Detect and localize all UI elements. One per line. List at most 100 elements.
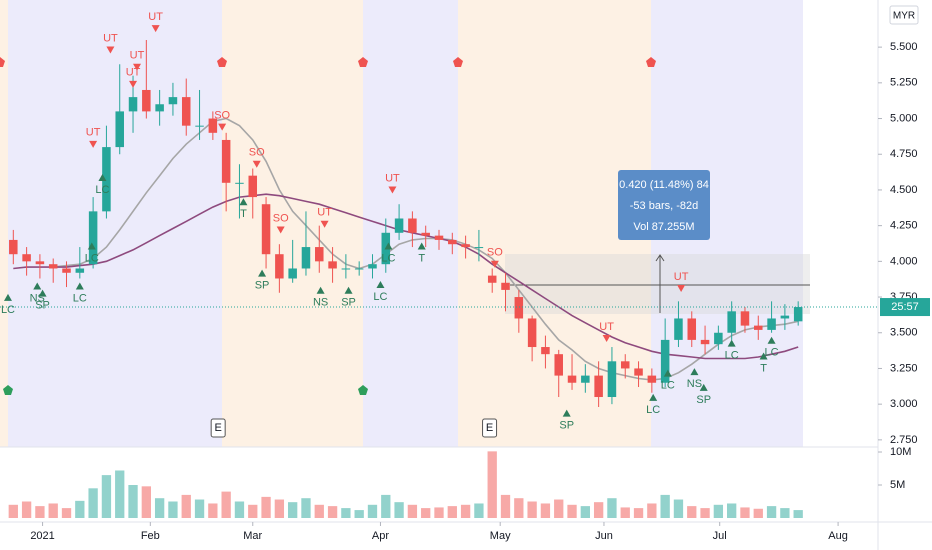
signal-triangle xyxy=(98,173,107,181)
candle-body xyxy=(700,339,710,345)
volume-bar xyxy=(633,508,644,518)
signal-triangle xyxy=(699,383,708,391)
y-tick-label: 3.000 xyxy=(890,398,918,410)
event-box xyxy=(210,418,226,438)
pentagon xyxy=(646,57,656,67)
volume-bar xyxy=(567,504,577,518)
volume-bar xyxy=(394,502,404,518)
signal-triangle xyxy=(677,285,686,293)
candle-body xyxy=(9,239,18,255)
volume-bar xyxy=(288,502,298,518)
volume-bar xyxy=(301,498,311,518)
measure-arrow-head xyxy=(655,254,665,262)
signal-triangle xyxy=(33,282,42,290)
candle-body xyxy=(714,332,723,345)
candle-body xyxy=(48,264,58,269)
x-tick-label: Mar xyxy=(243,530,262,542)
volume-bar xyxy=(248,504,258,518)
signal-triangle xyxy=(89,140,98,148)
signal-label: SP xyxy=(341,297,356,309)
signal-triangle xyxy=(384,242,393,250)
signal-label: UT xyxy=(130,50,145,62)
candle-body xyxy=(62,268,71,273)
volume-bar xyxy=(341,508,351,518)
signal-label: LC xyxy=(765,347,779,359)
volume-bar xyxy=(128,485,138,518)
volume-bar xyxy=(381,494,391,518)
signal-triangle xyxy=(649,393,658,401)
volume-bar xyxy=(713,504,724,518)
event-box xyxy=(482,418,498,438)
volume-bar xyxy=(261,496,271,518)
y-tick-label: 5.250 xyxy=(890,77,918,89)
candle-body xyxy=(221,139,231,183)
volume-bar xyxy=(554,499,564,518)
volume-bar xyxy=(354,510,364,518)
candle-body xyxy=(767,318,776,330)
measure-box xyxy=(618,170,710,240)
volume-bar xyxy=(75,500,85,518)
candle-body xyxy=(567,375,577,383)
signal-triangle xyxy=(239,198,248,206)
volume-bar xyxy=(487,451,497,518)
volume-bar xyxy=(593,502,604,518)
event-label: E xyxy=(486,422,493,434)
volume-bar xyxy=(527,501,537,518)
signal-triangle xyxy=(490,260,499,268)
x-tick-label: Apr xyxy=(372,530,389,542)
signal-triangle xyxy=(759,352,768,360)
signal-triangle xyxy=(133,63,142,71)
signal-label: UT xyxy=(317,207,332,219)
signal-label: LC xyxy=(73,292,87,304)
session-markers xyxy=(0,57,656,395)
signal-label: LC xyxy=(1,304,15,316)
candle-body xyxy=(474,247,484,249)
signal-label: LC xyxy=(646,404,660,416)
volume-bar xyxy=(21,501,32,518)
candle-body xyxy=(328,261,337,269)
candle-body xyxy=(235,182,244,184)
candle-body xyxy=(394,218,404,233)
pentagon xyxy=(0,57,5,67)
event-label: E xyxy=(214,422,221,434)
signal-label: NS xyxy=(313,297,328,309)
candle-body xyxy=(195,125,204,127)
y-tick-label: 3.250 xyxy=(890,362,918,374)
volume-bar xyxy=(540,503,551,518)
signal-label: SP xyxy=(35,300,50,312)
y-tick-label: 4.500 xyxy=(890,184,918,196)
candle-body xyxy=(35,261,45,265)
candle-body xyxy=(168,97,178,105)
pentagon xyxy=(453,57,463,67)
measure-text: Vol 87.255M xyxy=(633,221,694,233)
pentagon xyxy=(3,385,13,395)
candle-body xyxy=(687,318,697,340)
volume-tick-label: 10M xyxy=(890,446,911,458)
volume-bar xyxy=(740,507,750,518)
signal-triangle xyxy=(320,220,329,228)
volume-bar xyxy=(766,506,777,518)
volume-bar xyxy=(620,507,630,518)
candle-body xyxy=(727,311,736,333)
y-tick-label: 4.750 xyxy=(890,148,918,160)
signal-triangle xyxy=(87,242,96,250)
volume-bar xyxy=(514,498,524,518)
volume-bar xyxy=(687,506,697,518)
measure-text: -53 bars, -82d xyxy=(630,200,698,212)
volume-bar xyxy=(221,491,231,518)
candle-body xyxy=(368,264,377,269)
volume-bar xyxy=(48,503,58,518)
signal-triangle xyxy=(727,339,736,347)
volume-bar xyxy=(61,508,72,518)
candle-body xyxy=(607,361,617,398)
volume-bar xyxy=(460,504,471,518)
candle-body xyxy=(754,325,763,330)
volume-bar xyxy=(168,501,178,518)
signal-triangle xyxy=(218,123,227,131)
signal-label: UT xyxy=(86,127,101,139)
band xyxy=(0,0,8,447)
volume-bar xyxy=(474,503,484,518)
currency: MYR xyxy=(893,11,915,22)
signal-label: LC xyxy=(95,184,109,196)
